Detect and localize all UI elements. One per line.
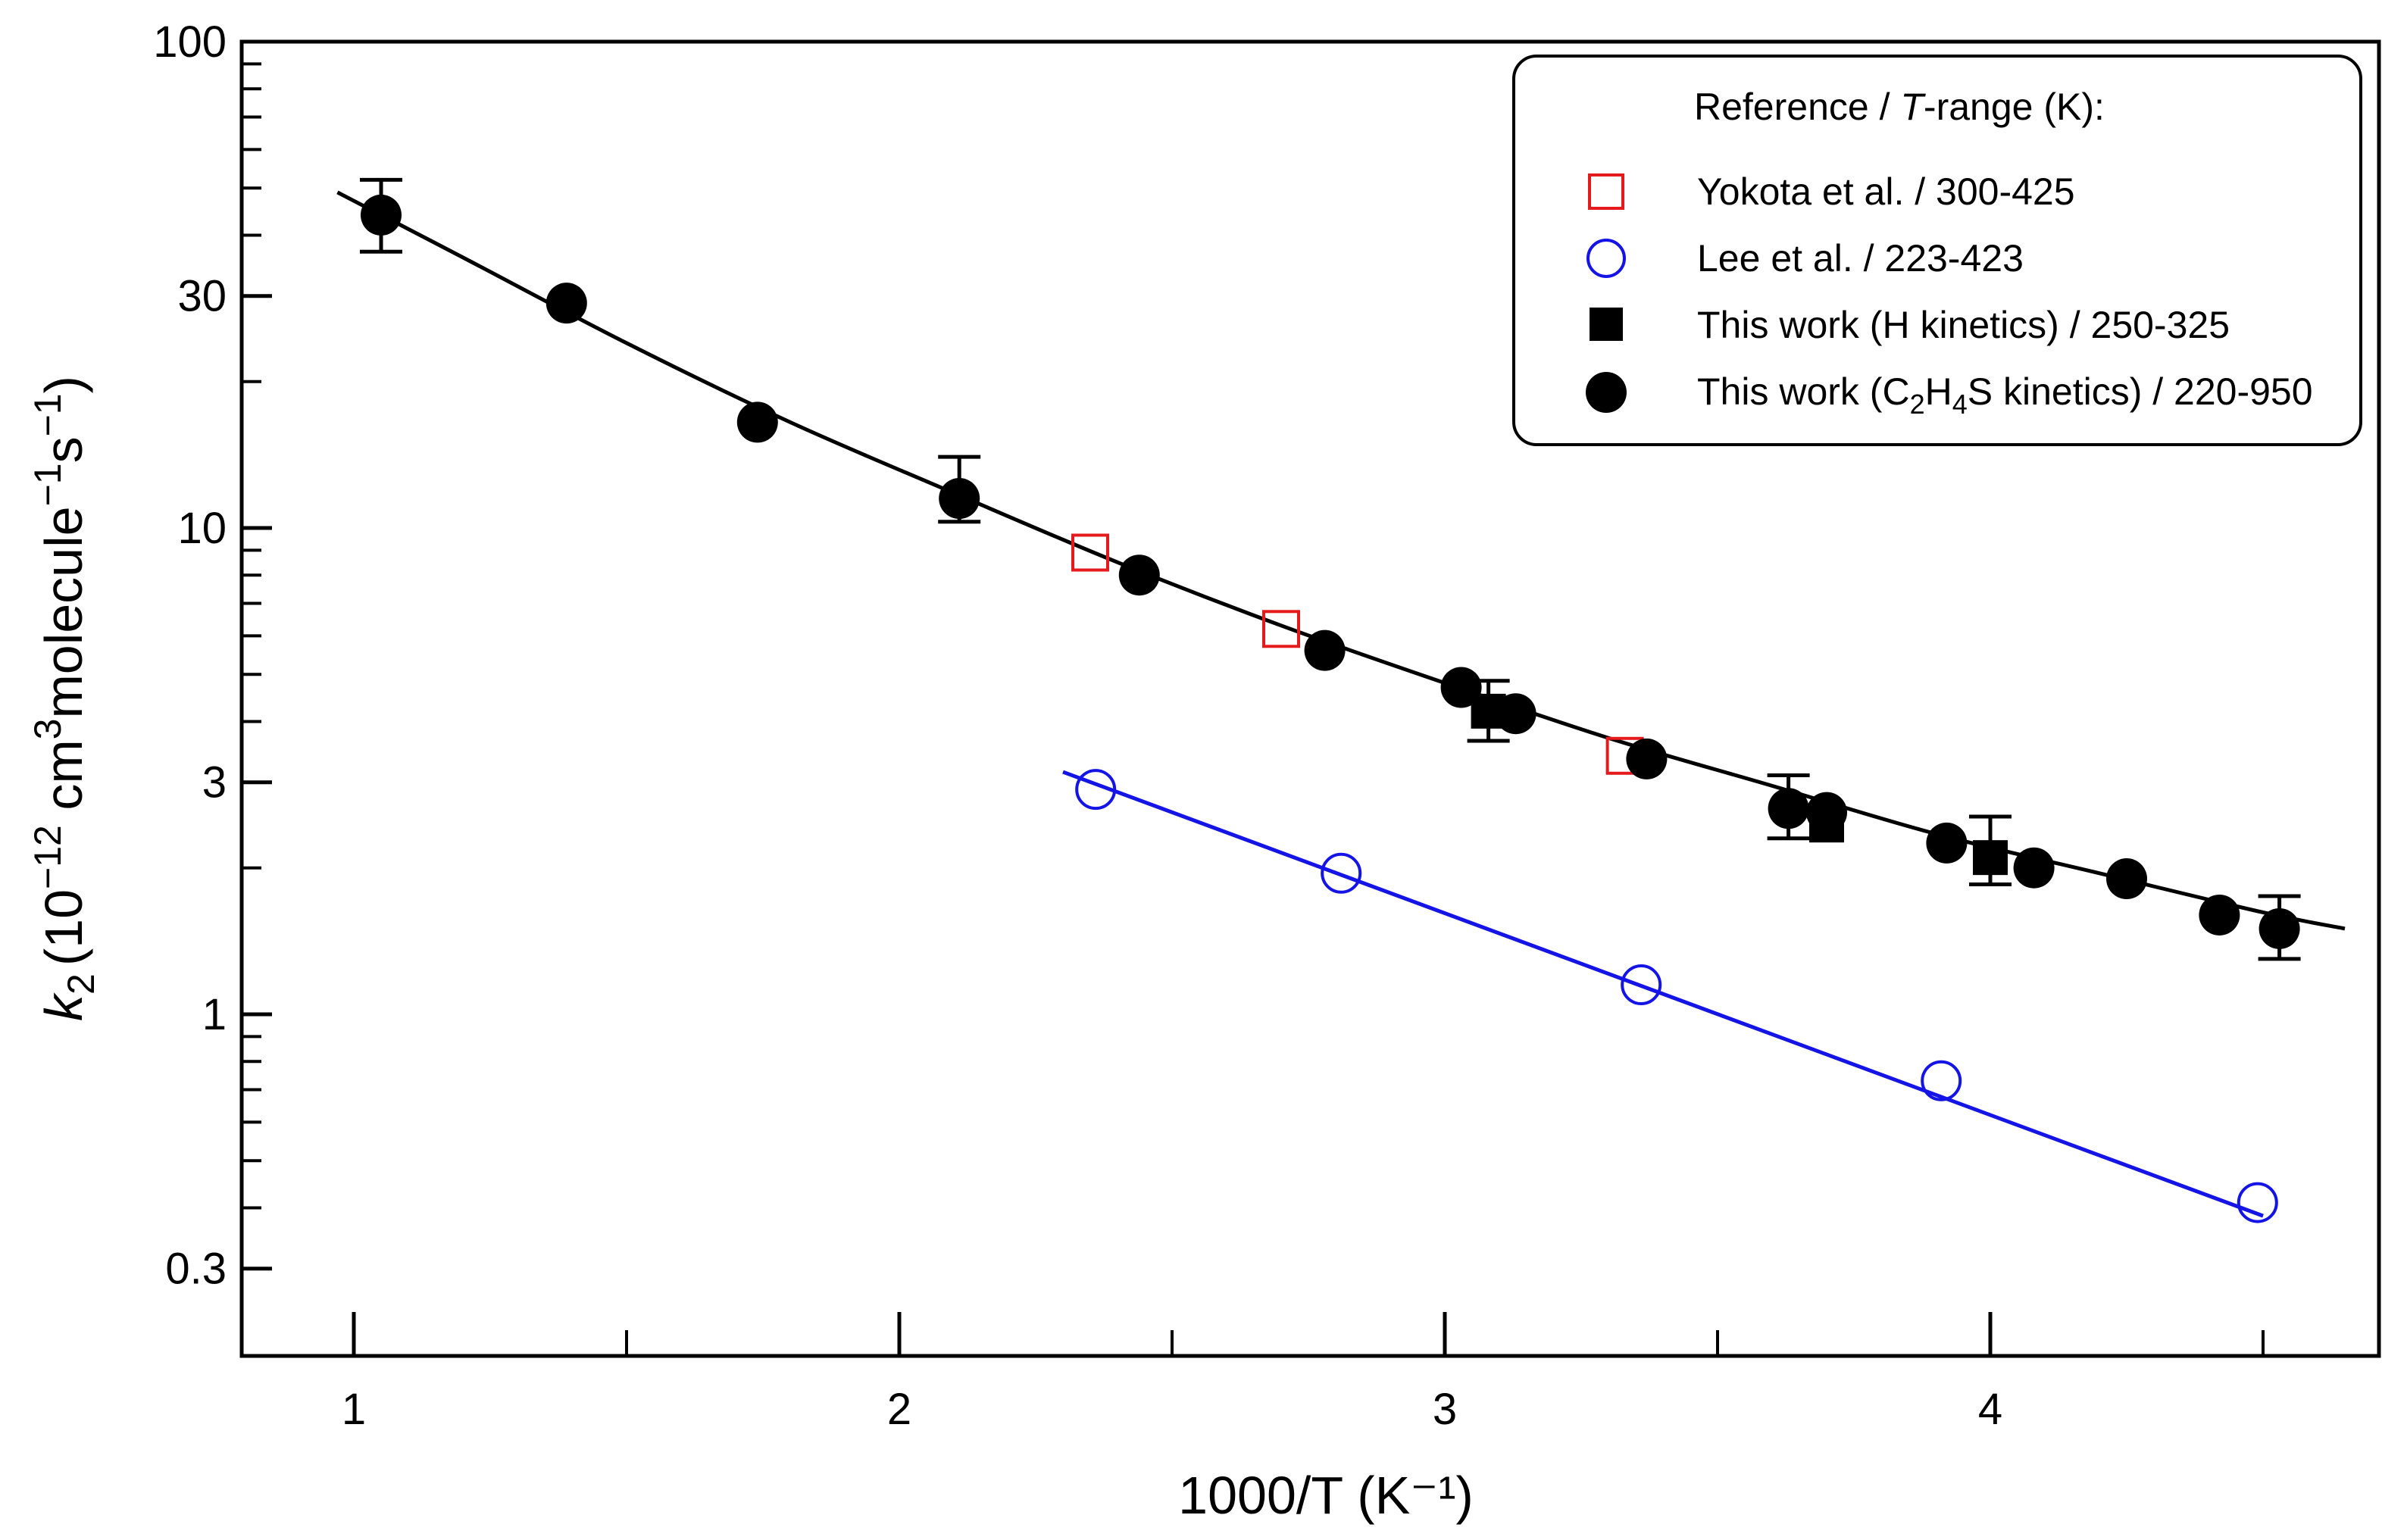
legend-label-lee: Lee et al. / 223-423 [1697, 237, 2024, 280]
y-axis-units-close: ) [34, 376, 93, 393]
y-tick-label: 3 [202, 758, 227, 807]
y-tick-label: 10 [177, 504, 227, 553]
y-axis-units-molecule: molecule [34, 506, 93, 718]
y-axis-units-molecule-exp: −1 [27, 463, 69, 506]
data-point-c2h4s-kinetics [1806, 792, 1847, 833]
legend: Reference / T-range (K): Yokota et al. /… [1512, 55, 2362, 446]
y-axis-units-s-exp: −1 [27, 393, 69, 436]
legend-marker-h-kinetics [1590, 308, 1623, 341]
y-axis-units-open: (10 [34, 889, 93, 966]
y-axis-subscript: 2 [60, 973, 102, 995]
y-axis-units-cm-exp: 3 [27, 719, 69, 740]
x-axis-title: 1000/T (K⁻¹) [1178, 1466, 1474, 1525]
plot-content [336, 177, 2346, 1223]
y-tick-label: 0.3 [165, 1245, 227, 1294]
data-point-c2h4s-kinetics [361, 194, 402, 236]
y-tick-label: 30 [177, 272, 227, 321]
plot-frame [239, 39, 2381, 1358]
y-axis-units-s: s [34, 436, 93, 463]
data-point-lee [1621, 964, 1662, 1006]
data-point-c2h4s-kinetics [1440, 667, 1482, 708]
data-point-c2h4s-kinetics [736, 401, 778, 443]
data-point-lee [1075, 769, 1117, 811]
data-point-c2h4s-kinetics [2199, 894, 2240, 936]
data-point-lee [2237, 1182, 2278, 1223]
fit-line-lee [1062, 770, 2264, 1218]
data-point-lee [1921, 1060, 1962, 1101]
x-tick-label: 2 [887, 1385, 911, 1434]
y-tick-label: 1 [202, 990, 227, 1039]
y-tick-label: 100 [153, 17, 227, 67]
data-point-c2h4s-kinetics [2259, 907, 2300, 949]
legend-marker-lee [1586, 239, 1626, 278]
x-tick-label: 4 [1978, 1385, 2002, 1434]
data-point-c2h4s-kinetics [1304, 629, 1346, 671]
legend-marker-c2h4s-kinetics [1586, 372, 1627, 413]
data-point-c2h4s-kinetics [939, 478, 980, 520]
data-point-c2h4s-kinetics [545, 283, 587, 324]
y-axis-units-cm: cm [34, 739, 93, 825]
x-tick-label: 1 [342, 1385, 366, 1434]
legend-marker-yokota [1588, 173, 1624, 210]
data-point-c2h4s-kinetics [1495, 693, 1536, 735]
data-point-c2h4s-kinetics [2013, 847, 2055, 889]
data-point-yokota [1071, 533, 1109, 572]
data-point-h-kinetics [1973, 840, 2008, 876]
y-axis-symbol: k [34, 992, 93, 1021]
x-tick-label: 3 [1433, 1385, 1457, 1434]
data-point-yokota [1262, 610, 1300, 648]
legend-box [1512, 55, 2362, 446]
y-axis-units-exp: −12 [27, 825, 69, 889]
data-point-c2h4s-kinetics [1118, 554, 1160, 596]
legend-label-yokota: Yokota et al. / 300-425 [1697, 170, 2075, 213]
legend-label-h-kinetics: This work (H kinetics) / 250-325 [1697, 304, 2230, 346]
data-point-c2h4s-kinetics [1926, 822, 1968, 864]
y-axis-title: k2(10−12 cm3molecule−1s−1) [27, 376, 102, 1021]
data-point-lee [1321, 852, 1362, 894]
data-point-c2h4s-kinetics [1768, 788, 1809, 829]
data-point-c2h4s-kinetics [2106, 858, 2147, 900]
legend-label-c2h4s-kinetics: This work (C2H4S kinetics) / 220-950 [1697, 370, 2313, 420]
axis-ticks: 1 2 3 4 0.3 1 3 10 30 100 [153, 17, 2265, 1434]
legend-title: Reference / T-range (K): [1694, 86, 2105, 128]
data-point-c2h4s-kinetics [1626, 738, 1668, 779]
